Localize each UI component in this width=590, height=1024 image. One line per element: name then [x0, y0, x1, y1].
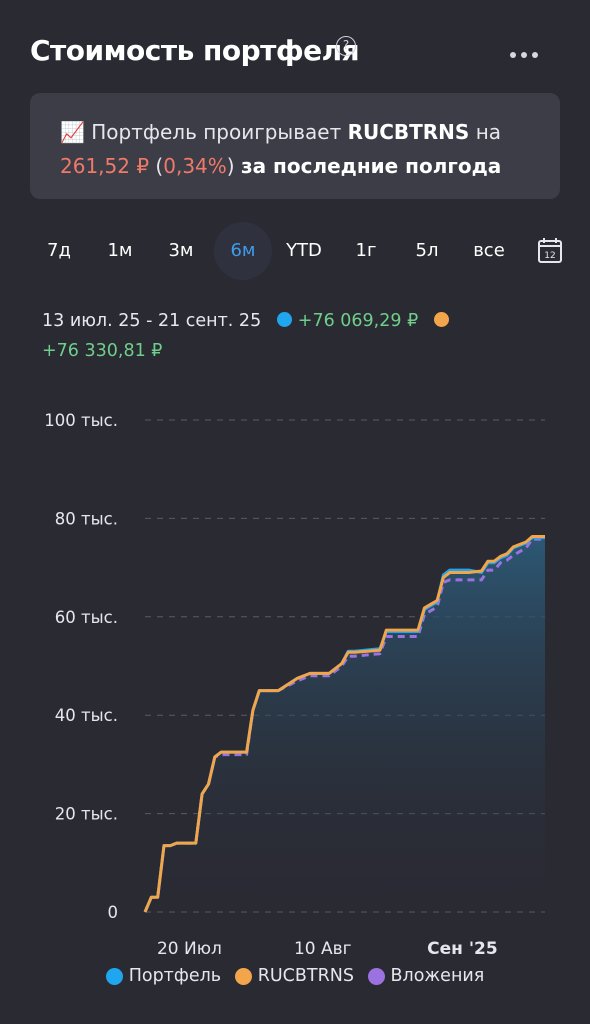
calendar-icon[interactable]: 12	[538, 237, 562, 263]
legend-item-benchmark[interactable]: RUCBTRNS	[234, 966, 354, 986]
y-tick-label: 40 тыс.	[55, 706, 118, 725]
x-tick-label: 20 Июл	[157, 939, 222, 959]
period-ytd[interactable]: YTD	[286, 240, 322, 261]
loss-amount: 261,52 ₽	[60, 154, 150, 178]
legend-item-investments[interactable]: Вложения	[367, 966, 485, 986]
y-tick-label: 60 тыс.	[55, 608, 118, 627]
portfolio-dot	[276, 312, 292, 327]
loss-percent: 0,34%	[163, 154, 227, 178]
series-line-investments	[143, 537, 545, 913]
benchmark-delta: +76 330,81 ₽	[42, 341, 163, 361]
banner-text: на	[475, 120, 502, 144]
banner-text: Портфель проигрывает	[91, 120, 342, 144]
period-all[interactable]: все	[473, 240, 505, 261]
y-tick-label: 20 тыс.	[55, 805, 118, 824]
more-options-icon[interactable]	[510, 52, 538, 58]
period-5y[interactable]: 5л	[415, 240, 439, 261]
paren-open: (	[155, 154, 164, 178]
benchmark-ticker: RUCBTRNS	[347, 120, 470, 144]
legend-label: RUCBTRNS	[257, 966, 354, 986]
header: Стоимость портфеля ?	[30, 34, 560, 74]
range-summary: 13 июл. 25 - 21 сент. 25 +76 069,29 ₽ +7…	[42, 306, 562, 366]
benchmark-dot	[433, 312, 449, 327]
period-1m[interactable]: 1м	[107, 240, 133, 261]
legend-dot	[367, 967, 385, 985]
page-title: Стоимость портфеля	[30, 34, 360, 67]
period-1y[interactable]: 1г	[355, 240, 377, 261]
paren-close: )	[226, 154, 235, 178]
chart-up-icon: 📈	[60, 120, 85, 144]
banner-period-text: за последние полгода	[240, 154, 502, 178]
period-6m[interactable]: 6м	[230, 240, 256, 261]
x-tick-label: 10 Авг	[294, 939, 352, 959]
period-3m[interactable]: 3м	[168, 240, 194, 261]
portfolio-value-chart[interactable]: 100 тыс. 80 тыс. 60 тыс. 40 тыс. 20 тыс. 0 20…	[0, 395, 590, 975]
chart-legend: Портфель RUCBTRNS Вложения	[0, 966, 590, 990]
series-line-benchmark	[143, 535, 545, 913]
y-tick-label: 100 тыс.	[44, 411, 118, 430]
legend-dot	[105, 967, 123, 985]
y-tick-label: 80 тыс.	[55, 509, 118, 528]
period-selector: 7д 1м 3м 6м YTD 1г 5л все 12	[28, 222, 576, 280]
legend-item-portfolio[interactable]: Портфель	[105, 966, 222, 986]
active-period-highlight	[214, 222, 272, 280]
help-icon[interactable]: ?	[336, 36, 356, 56]
period-7d[interactable]: 7д	[47, 240, 71, 261]
y-tick-label: 0	[108, 903, 119, 922]
legend-label: Портфель	[128, 966, 222, 986]
calendar-day: 12	[544, 251, 555, 261]
legend-dot	[234, 967, 252, 985]
portfolio-area	[145, 537, 545, 912]
portfolio-delta: +76 069,29 ₽	[297, 311, 419, 331]
performance-banner: 📈 Портфель проигрывает RUCBTRNS на 261,5…	[30, 93, 560, 199]
x-tick-label: Сен '25	[427, 939, 498, 959]
legend-label: Вложения	[390, 966, 485, 986]
date-range: 13 июл. 25 - 21 сент. 25	[42, 311, 262, 331]
